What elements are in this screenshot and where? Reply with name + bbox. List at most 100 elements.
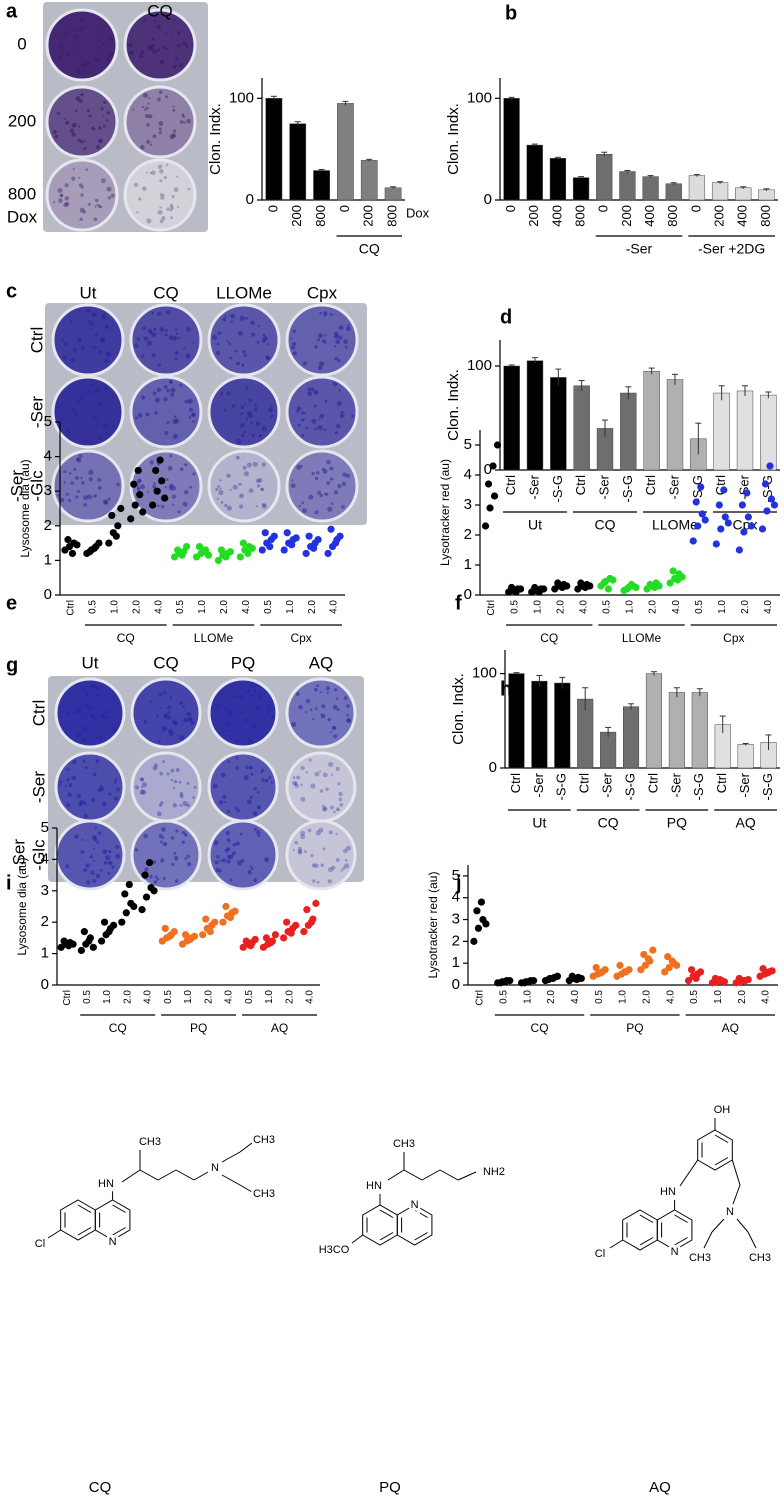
colony: [262, 339, 266, 343]
colony: [94, 346, 97, 349]
colony: [102, 115, 105, 118]
colony: [115, 844, 120, 850]
bond: [47, 1229, 61, 1239]
group-label: Ut: [528, 517, 542, 533]
colony: [92, 494, 96, 498]
colony: [257, 834, 260, 837]
colony: [156, 311, 162, 316]
data-point: [77, 946, 85, 955]
group-label: -Ser: [626, 241, 653, 257]
x-tick-label: 4.0: [143, 990, 154, 1004]
colony: [337, 359, 341, 363]
colony: [258, 433, 263, 438]
data-point: [563, 582, 571, 590]
colony: [100, 107, 104, 111]
colony: [298, 704, 303, 710]
colony: [58, 783, 62, 787]
colony: [168, 728, 173, 734]
colony: [215, 867, 220, 873]
colony: [149, 700, 152, 703]
colony: [228, 728, 232, 733]
colony: [178, 780, 182, 784]
well: [285, 375, 359, 449]
colony: [296, 775, 301, 780]
colony: [149, 460, 154, 465]
colony: [165, 14, 169, 19]
y-tick-label: 100: [467, 89, 492, 106]
colony: [72, 759, 77, 765]
double-bond: [639, 1214, 654, 1223]
colony: [174, 56, 179, 61]
colony: [175, 829, 179, 833]
colony: [71, 132, 76, 137]
colony: [60, 35, 64, 39]
colony: [255, 505, 259, 508]
data-point: [678, 573, 686, 581]
data-point: [292, 921, 300, 929]
colony: [226, 854, 232, 860]
colony: [257, 324, 260, 328]
colony: [165, 32, 168, 35]
x-tick-label: -S-G: [620, 475, 635, 502]
plate-row-label: -Ser: [29, 771, 48, 803]
colony: [323, 428, 327, 431]
data-point: [121, 890, 129, 898]
bar: [508, 673, 525, 769]
colony: [337, 782, 341, 786]
colony: [235, 738, 240, 743]
colony: [295, 692, 300, 696]
colony: [330, 313, 333, 316]
colony: [141, 789, 147, 795]
colony: [254, 706, 259, 711]
colony: [68, 498, 72, 503]
colony: [239, 422, 245, 428]
colony: [333, 490, 338, 495]
colony: [94, 826, 97, 829]
y-axis-label: Lysosome dia (au): [18, 459, 32, 557]
colony: [104, 709, 109, 714]
colony: [99, 205, 103, 209]
colony: [65, 711, 70, 715]
data-point: [153, 487, 161, 495]
colony: [163, 715, 167, 719]
x-tick-label: 1.0: [109, 600, 120, 614]
x-tick-label: 200: [619, 205, 634, 227]
colony: [171, 485, 177, 491]
data-point: [280, 934, 288, 942]
atom-label: CH3: [393, 1138, 415, 1150]
colony: [74, 34, 77, 37]
plate-row-label: -Ser: [7, 470, 26, 502]
colony: [298, 846, 302, 851]
colony: [188, 416, 192, 419]
data-point: [763, 507, 771, 515]
data-point: [117, 504, 125, 513]
colony: [151, 311, 155, 315]
data-point: [105, 539, 113, 547]
x-tick-label: 0: [265, 205, 280, 212]
colony: [176, 43, 181, 48]
group-label: LLOMe: [622, 631, 662, 645]
y-tick-label: 5: [41, 819, 49, 836]
x-tick-label: 0.5: [509, 600, 520, 614]
colony: [341, 481, 347, 487]
x-tick-label: 4.0: [671, 600, 682, 614]
colony: [311, 418, 317, 424]
well: [54, 677, 126, 749]
data-point: [244, 549, 252, 558]
colony: [87, 390, 92, 395]
x-tick-label: 400: [642, 205, 657, 227]
colony: [141, 354, 145, 358]
colony: [310, 783, 316, 789]
colony: [67, 431, 71, 435]
colony: [236, 361, 240, 366]
x-tick-label: 0.5: [498, 990, 509, 1004]
colony: [186, 803, 191, 808]
colony: [160, 195, 165, 200]
colony: [107, 408, 110, 411]
colony: [97, 388, 102, 394]
atom-label: HN: [98, 1178, 114, 1190]
group-label: CQ: [540, 631, 558, 645]
colony: [319, 361, 325, 367]
x-tick-label: 2.0: [546, 990, 557, 1004]
colony: [339, 803, 344, 807]
